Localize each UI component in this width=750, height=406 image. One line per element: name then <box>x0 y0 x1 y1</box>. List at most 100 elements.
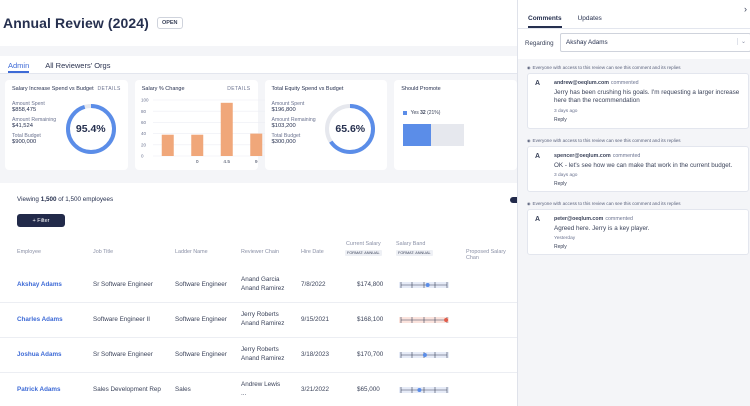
table-row[interactable]: Joshua Adams Sr Software Engineer Software… <box>0 337 517 373</box>
comment-verb: commented <box>612 153 641 159</box>
current-salary-format[interactable]: FORMAT: ANNUAL <box>345 250 382 256</box>
band-marker <box>417 388 422 392</box>
tab-all-reviewers-orgs[interactable]: All Reviewers' Orgs <box>45 61 111 70</box>
employee-name[interactable]: Joshua Adams <box>17 351 62 358</box>
col-hire-date[interactable]: Hire Date <box>301 249 324 255</box>
review-tabs: Admin All Reviewers' Orgs <box>0 56 517 74</box>
tab-admin[interactable]: Admin <box>8 56 30 73</box>
comments-panel: › Comments Updates Regarding Akshay Adam… <box>517 0 750 406</box>
table-row[interactable]: Akshay Adams Sr Software Engineer Software… <box>0 267 517 303</box>
comment-verb: commented <box>605 216 634 222</box>
comment-time: Yesterday <box>554 236 576 241</box>
visibility-text: Everyone with access to this review can … <box>532 65 681 70</box>
viewing-count: Viewing 1,500 of 1,500 employees <box>17 196 113 203</box>
reviewer-chain-primary: Anand Garcia <box>241 276 280 283</box>
comment-author[interactable]: peter@oeqlum.com <box>554 216 604 222</box>
amount-spent-label: Amount Spent <box>12 101 45 107</box>
visibility-note: ◉ Everyone with access to this review can… <box>527 201 681 206</box>
total-budget-label: Total Budget <box>12 133 41 139</box>
divider <box>518 28 750 29</box>
comment-meta: peter@oeqlum.com commented <box>554 216 633 222</box>
y-tick-label: 0 <box>141 154 144 159</box>
close-icon[interactable]: › <box>744 4 747 14</box>
tab-updates[interactable]: Updates <box>577 15 602 22</box>
employee-name[interactable]: Akshay Adams <box>17 281 62 288</box>
tab-comments[interactable]: Comments <box>528 15 562 28</box>
comment-author[interactable]: spencer@oeqlum.com <box>554 153 611 159</box>
table-row[interactable]: Patrick Adams Sales Development Rep Sales A… <box>0 372 517 406</box>
equity-percent: 65.6% <box>335 123 366 135</box>
legend-percent: (21%) <box>427 110 441 116</box>
y-tick-label: 100 <box>141 98 149 103</box>
y-tick-label: 20 <box>141 142 147 147</box>
legend-count: 32 <box>420 110 426 116</box>
current-salary-cell: $170,700 <box>357 351 384 358</box>
reply-button[interactable]: Reply <box>554 244 567 250</box>
filter-button[interactable]: + Filter <box>17 214 65 227</box>
reviewer-chain-primary: Jerry Roberts <box>241 311 279 318</box>
eye-icon: ◉ <box>527 138 531 143</box>
comment-author[interactable]: andrew@oeqlum.com <box>554 80 609 86</box>
viewing-number: 1,500 <box>40 196 57 203</box>
visibility-note: ◉ Everyone with access to this review can… <box>527 65 681 70</box>
view-toggle[interactable] <box>510 197 517 203</box>
bar <box>191 134 203 156</box>
employee-name[interactable]: Patrick Adams <box>17 386 61 393</box>
comment-text: OK - let's see how we can make that work… <box>554 162 733 169</box>
details-link[interactable]: DETAILS <box>227 86 251 92</box>
visibility-text: Everyone with access to this review can … <box>532 138 681 143</box>
col-reviewer-chain[interactable]: Reviewer Chain <box>241 249 280 255</box>
col-employee[interactable]: Employee <box>17 249 41 255</box>
amount-remaining-label: Amount Remaining <box>271 117 316 123</box>
card-title: Should Promote <box>401 86 441 92</box>
viewing-prefix: Viewing <box>17 196 39 203</box>
total-budget-value: $300,000 <box>271 139 296 145</box>
reply-button[interactable]: Reply <box>554 117 567 123</box>
amount-remaining-label: Amount Remaining <box>12 117 57 123</box>
page-header: Annual Review (2024) OPEN <box>0 0 517 46</box>
should-promote-card: Should Promote Yes 32 (21%) <box>394 80 517 170</box>
hire-date-cell: 3/18/2023 <box>301 351 330 358</box>
ladder-cell: Software Engineer <box>175 316 227 323</box>
salary-band-indicator <box>399 317 449 323</box>
amount-remaining-value: $103,200 <box>271 123 296 129</box>
eye-icon: ◉ <box>527 201 531 206</box>
page-title: Annual Review (2024) <box>3 15 149 31</box>
col-current-salary[interactable]: Current Salary <box>346 241 381 247</box>
col-ladder-name[interactable]: Ladder Name <box>175 249 208 255</box>
card-title: Salary Increase Spend vs Budget <box>12 86 94 92</box>
eye-icon: ◉ <box>527 65 531 70</box>
hire-date-cell: 9/15/2021 <box>301 316 330 323</box>
salary-band-indicator <box>399 387 449 393</box>
employee-table: Viewing 1,500 of 1,500 employees + Filte… <box>0 183 517 406</box>
regarding-value: Akshay Adams <box>566 39 608 46</box>
col-proposed-salary[interactable]: Proposed Salary Chan <box>466 249 506 261</box>
panel-tabs: Comments Updates <box>528 15 602 28</box>
col-job-title[interactable]: Job Title <box>93 249 114 255</box>
review-main: Annual Review (2024) OPEN Admin All Revi… <box>0 0 517 406</box>
job-title-cell: Sr Software Engineer <box>93 281 153 288</box>
bar <box>250 133 262 156</box>
reviewer-chain-secondary: Anand Ramirez <box>241 285 285 292</box>
details-link[interactable]: DETAILS <box>97 86 121 92</box>
regarding-select[interactable]: Akshay Adams ⌄ <box>560 33 750 52</box>
y-tick-label: 80 <box>141 109 147 114</box>
table-row[interactable]: Charles Adams Software Engineer II Softwar… <box>0 302 517 338</box>
y-tick-label: 60 <box>141 120 147 125</box>
col-salary-band[interactable]: Salary Band <box>396 241 426 247</box>
reply-button[interactable]: Reply <box>554 181 567 187</box>
x-tick-label: 4.5 <box>223 159 230 165</box>
salary-band-format[interactable]: FORMAT: ANNUAL <box>396 250 433 256</box>
viewing-suffix: of 1,500 employees <box>58 196 114 203</box>
reviewer-chain-primary: Andrew Lewis <box>241 381 281 388</box>
band-marker <box>425 283 430 287</box>
total-budget-value: $900,000 <box>12 139 37 145</box>
reviewer-chain-secondary: Anand Ramirez <box>241 320 285 327</box>
x-tick-label: 0 <box>196 159 199 165</box>
chevron-down-icon: ⌄ <box>736 38 746 45</box>
employee-name[interactable]: Charles Adams <box>17 316 63 323</box>
avatar: A <box>535 153 541 160</box>
salary-change-chart: 100 80 60 40 20 0 0 4.5 9 <box>141 98 271 165</box>
